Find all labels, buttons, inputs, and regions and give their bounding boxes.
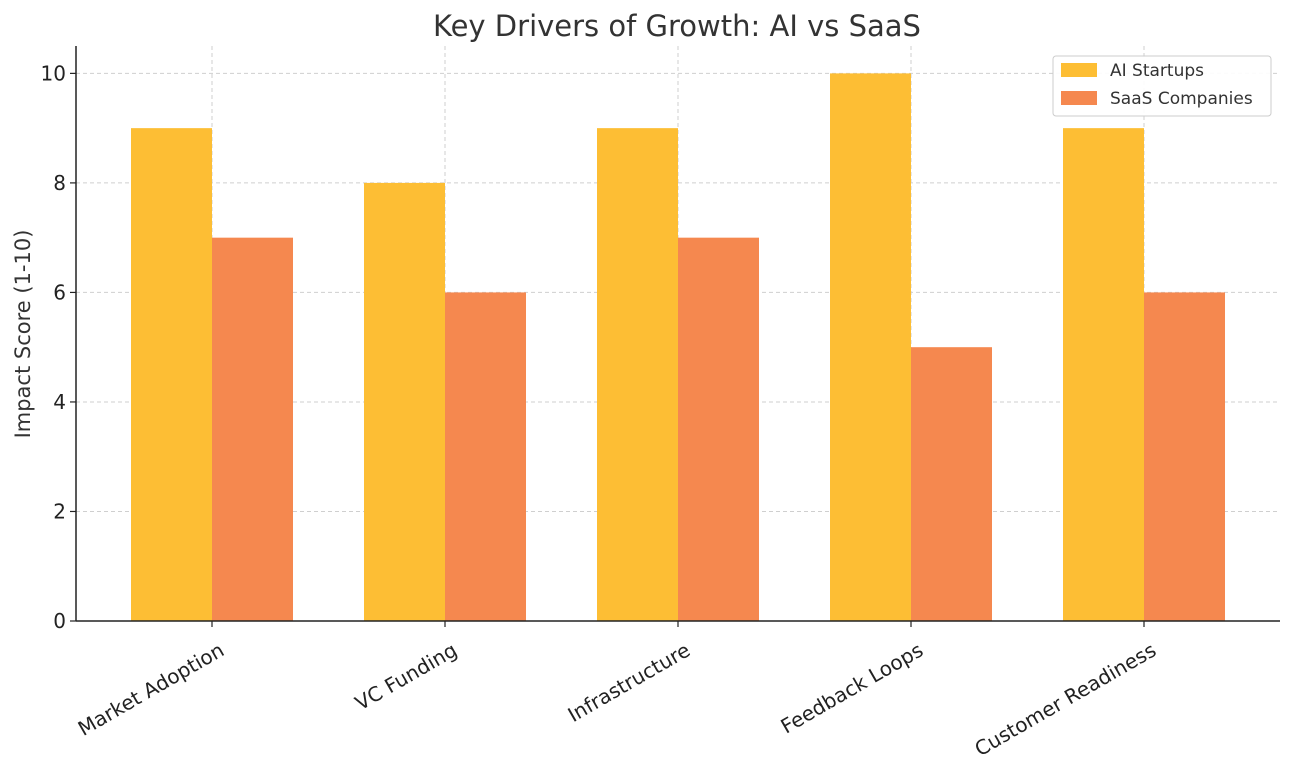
legend-swatch (1061, 91, 1097, 105)
bar-saas-companies (911, 347, 992, 621)
bar-ai-startups (1063, 128, 1144, 621)
x-tick-label: Customer Readiness (970, 638, 1160, 761)
bar-saas-companies (212, 237, 293, 621)
bar-saas-companies (1144, 292, 1225, 621)
x-ticks: Market Adoption VC Funding Infrastructure F… (74, 621, 1160, 761)
y-ticks: 0 2 4 6 8 10 (41, 61, 76, 633)
x-tick-label: Infrastructure (564, 638, 695, 727)
bar-ai-startups (131, 128, 212, 621)
x-tick-label: Feedback Loops (777, 638, 928, 739)
bar-saas-companies (678, 237, 759, 621)
bar-ai-startups (597, 128, 678, 621)
bar-ai-startups (364, 182, 445, 621)
y-tick-label: 8 (53, 171, 66, 195)
legend: AI Startups SaaS Companies (1052, 55, 1272, 117)
y-tick-label: 2 (53, 499, 66, 523)
legend-label: SaaS Companies (1110, 89, 1253, 109)
y-tick-label: 6 (53, 280, 66, 304)
x-tick-label: VC Funding (351, 638, 461, 715)
legend-box (1052, 55, 1272, 117)
y-tick-label: 10 (41, 61, 66, 85)
bars (131, 73, 1225, 621)
bar-saas-companies (445, 292, 526, 621)
legend-label: AI Startups (1110, 61, 1204, 81)
y-axis-label: Impact Score (1-10) (11, 230, 35, 439)
y-tick-label: 4 (53, 390, 66, 414)
legend-swatch (1061, 63, 1097, 77)
bar-ai-startups (830, 73, 911, 621)
x-tick-label: Market Adoption (74, 638, 228, 741)
chart-title: Key Drivers of Growth: AI vs SaaS (433, 9, 921, 43)
y-tick-label: 0 (53, 609, 66, 633)
